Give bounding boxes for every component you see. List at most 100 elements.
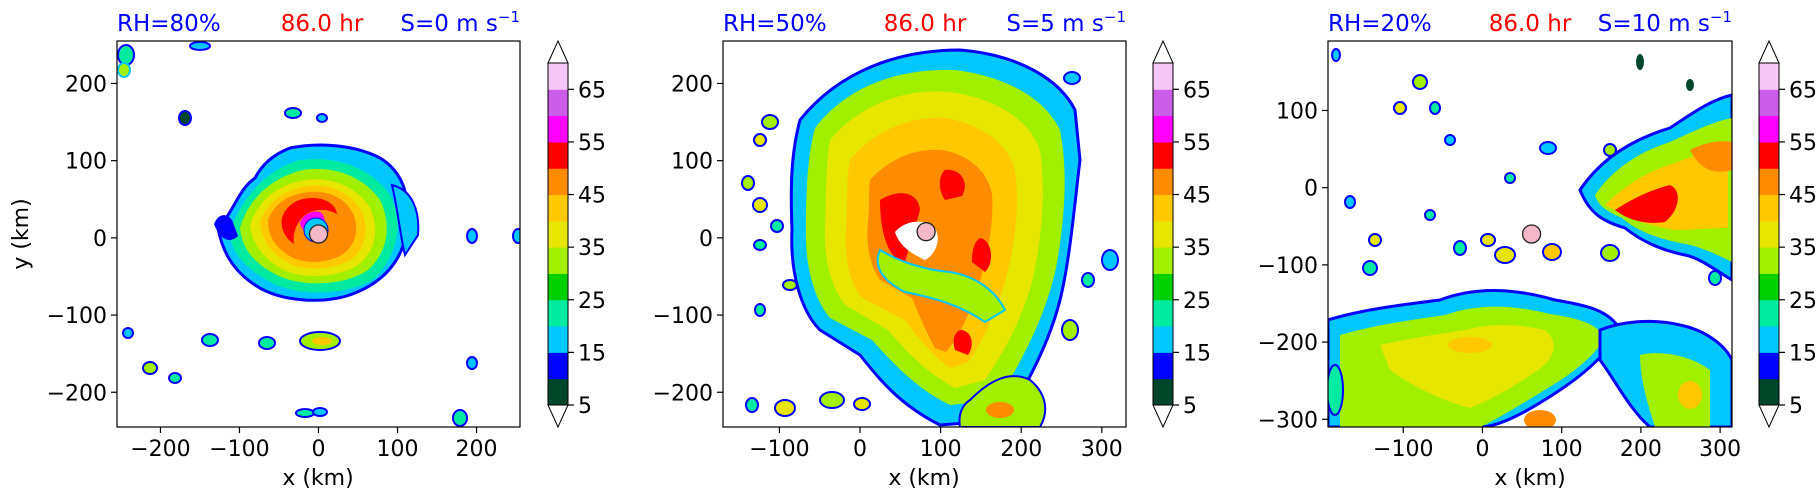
colorbar-extend-max — [547, 39, 569, 64]
panel-1-outer-cells — [117, 41, 520, 427]
colorbar-tick-label: 35 — [578, 236, 606, 261]
colorbar-tick-label: 65 — [578, 78, 606, 103]
colorbar-tick-label: 55 — [1789, 131, 1816, 156]
panel-1-title-left: RH=80% — [117, 11, 221, 37]
colorbar-frame — [1758, 62, 1780, 406]
colorbar-segment — [548, 273, 568, 301]
panel-1-colorbar: 5 15 25 35 45 55 65 — [547, 39, 606, 429]
panel-2-ytick: 200 — [671, 72, 723, 97]
panel-1-yticks: −200 −100 0 100 200 — [47, 72, 117, 406]
panel-3-title-center: 86.0 hr — [1489, 11, 1572, 37]
panel-2-field — [741, 48, 1119, 427]
panel-3-title-left: RH=20% — [1328, 11, 1432, 37]
panel-1-ytick: 200 — [65, 72, 117, 97]
panel-1-title-right: S=0 m s−1 — [400, 8, 520, 37]
colorbar-segment — [1759, 194, 1779, 222]
colorbar-segment — [548, 378, 568, 406]
panel-3-ytick: −300 — [1258, 408, 1328, 433]
panel-3-xtick: 0 — [1475, 427, 1489, 462]
colorbar-segment — [548, 194, 568, 222]
svg-text:200: 200 — [1000, 437, 1042, 462]
colorbar-tick-label: 45 — [1789, 184, 1816, 209]
colorbar-segment — [1153, 220, 1173, 248]
svg-text:200: 200 — [671, 72, 713, 97]
colorbar-segment — [548, 141, 568, 169]
panel-3-xlabel: x (km) — [1494, 466, 1565, 491]
colorbar-tick-label: 5 — [1789, 394, 1803, 419]
colorbar-tick-label: 15 — [578, 341, 606, 366]
panel-2-outer-cells — [741, 71, 1119, 417]
colorbar-segment — [548, 89, 568, 117]
colorbar-tick-label: 65 — [1183, 78, 1211, 103]
panel-3-ytick: −100 — [1258, 254, 1328, 279]
panel-2-title-right: S=5 m s−1 — [1006, 8, 1126, 37]
colorbar-segment — [1153, 299, 1173, 327]
colorbar-segment — [548, 247, 568, 274]
svg-text:−200: −200 — [130, 437, 190, 462]
panel-1-xtick: −100 — [209, 427, 270, 462]
svg-text:100: 100 — [65, 150, 107, 175]
colorbar-extend-min — [547, 404, 569, 429]
colorbar-segment — [548, 63, 568, 90]
colorbar-tick-label: 25 — [1789, 289, 1816, 314]
colorbar-segment — [1759, 273, 1779, 301]
colorbar-segment — [1153, 273, 1173, 301]
panel-3-yticks: −300 −200 −100 0 100 — [1258, 99, 1328, 433]
panel-1-title-right-main: S=0 m s — [400, 11, 498, 37]
colorbar-segment — [1153, 168, 1173, 196]
svg-text:0: 0 — [853, 437, 867, 462]
colorbar-tick-label: 5 — [1183, 394, 1197, 419]
panel-1-xticks: −200 −100 0 100 200 — [130, 427, 498, 462]
svg-text:0: 0 — [312, 437, 326, 462]
colorbar-segment — [1153, 141, 1173, 169]
panel-3-title-right-main: S=10 m s — [1598, 11, 1710, 37]
svg-text:−100: −100 — [1373, 437, 1433, 462]
panel-1-field — [117, 41, 520, 427]
panel-3-field — [1328, 48, 1732, 427]
panel-3-ytick: 100 — [1276, 99, 1328, 124]
panel-1-ytick: 100 — [65, 150, 117, 175]
colorbar-segment — [1759, 220, 1779, 248]
panel-2-vortex — [789, 48, 1082, 427]
panel-2-xlabel: x (km) — [888, 466, 959, 491]
colorbar-segment — [548, 115, 568, 143]
colorbar-segment — [1153, 352, 1173, 380]
svg-text:200: 200 — [1620, 437, 1662, 462]
colorbar-segment — [1759, 299, 1779, 327]
colorbar-extend-min — [1758, 404, 1780, 429]
colorbar-tick-label: 35 — [1789, 236, 1816, 261]
colorbar-tick-label: 25 — [1183, 289, 1211, 314]
panel-2-axes-frame — [722, 40, 1127, 428]
panel-1-xtick: 200 — [456, 427, 498, 462]
panel-1-ytick: 0 — [93, 227, 117, 252]
panel-2-ytick: 100 — [671, 150, 723, 175]
colorbar-tick-label: 15 — [1789, 341, 1816, 366]
colorbar-segment — [1759, 247, 1779, 274]
colorbar-segment — [548, 220, 568, 248]
panel-2-ytick: 0 — [699, 227, 723, 252]
panel-2-xticks: −100 0 100 200 300 — [749, 427, 1123, 462]
panel-1-xtick: 100 — [377, 427, 419, 462]
panel-3-outer-cells — [1331, 48, 1722, 286]
panel-2-title-center: 86.0 hr — [884, 11, 967, 37]
panel-3-colorbar: 5 15 25 35 45 55 65 — [1758, 39, 1816, 429]
panel-3-xtick: 300 — [1699, 427, 1741, 462]
svg-text:100: 100 — [377, 437, 419, 462]
panel-3-ytick: 0 — [1304, 177, 1328, 202]
colorbar-segment — [1153, 194, 1173, 222]
svg-text:−200: −200 — [47, 381, 107, 406]
panel-3-xtick: 100 — [1541, 427, 1583, 462]
colorbar-tick-label: 45 — [1183, 184, 1211, 209]
colorbar-segment — [1153, 326, 1173, 353]
panel-3-axes-frame — [1327, 40, 1733, 428]
colorbar-segment — [1153, 115, 1173, 143]
svg-text:−200: −200 — [653, 381, 713, 406]
svg-text:0: 0 — [699, 227, 713, 252]
svg-text:−100: −100 — [1258, 254, 1318, 279]
colorbar-segment — [1759, 63, 1779, 90]
colorbar-segment — [1759, 89, 1779, 117]
colorbar-tick-label: 25 — [578, 289, 606, 314]
svg-text:300: 300 — [1699, 437, 1741, 462]
svg-text:100: 100 — [1276, 99, 1318, 124]
svg-text:−300: −300 — [1258, 408, 1318, 433]
